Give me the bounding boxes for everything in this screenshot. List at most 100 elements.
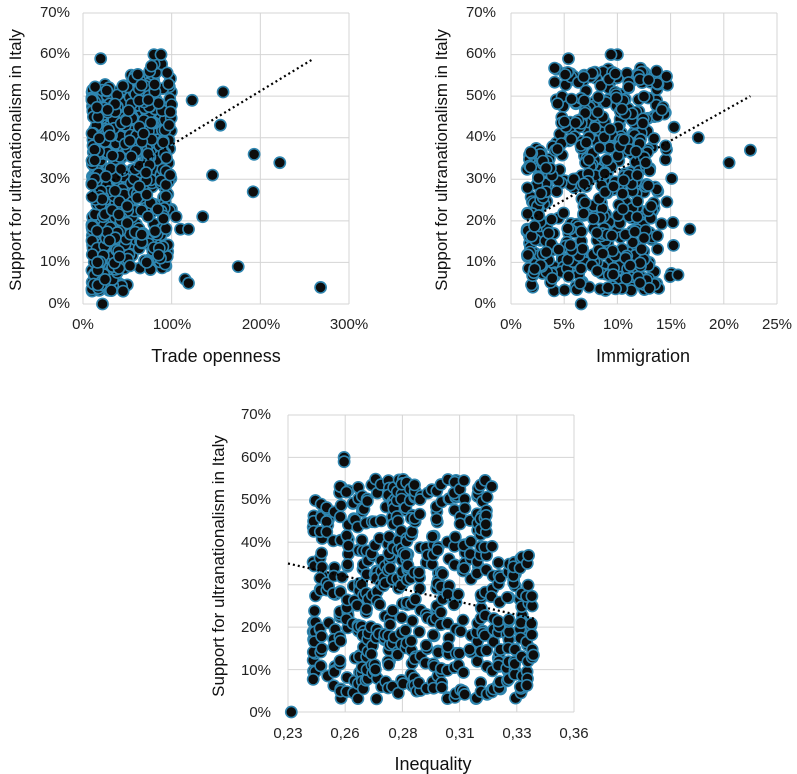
data-point [528,219,541,233]
data-point [582,153,596,167]
data-point [480,643,494,657]
data-point [456,613,470,627]
data-point [667,238,680,252]
y-axis-title: Support for ultranationalism in Italy [209,435,228,697]
data-point [315,642,329,655]
data-point [683,222,697,236]
data-point [607,179,620,193]
data-point [575,225,588,238]
data-point [370,692,383,706]
data-points [284,450,540,719]
chart-inequality: 0% 10% 20% 30% 40% 50% 60% 70% 0,23 0,26… [209,406,589,774]
data-point [606,268,620,281]
data-point [113,250,126,264]
data-point [588,121,602,134]
data-point [148,78,161,91]
data-point [95,192,109,206]
data-point [578,196,592,209]
data-point [408,478,421,492]
data-point [558,283,571,297]
y-tick-label: 30% [241,576,271,593]
data-point [114,162,128,176]
y-tick-label: 50% [466,87,496,104]
data-point [528,262,541,276]
data-point [641,179,655,192]
data-point [435,681,449,694]
data-point [558,68,572,81]
data-point [574,297,588,311]
y-tick-label: 60% [40,45,70,62]
data-point [386,604,399,617]
data-point [651,229,664,243]
data-point [630,210,644,224]
x-tick-label: 0% [500,316,522,333]
data-point [308,604,321,618]
data-point [521,181,534,195]
data-point [524,160,538,174]
data-point [383,618,397,631]
data-point [373,598,387,611]
data-point [603,122,617,136]
data-point [598,167,612,180]
x-tick-label: 100% [153,316,191,333]
y-tick-label: 40% [40,128,70,145]
data-point [137,127,150,140]
data-point [636,116,650,130]
data-point [100,84,114,97]
y-tick-labels: 0% 10% 20% 30% 40% 50% 60% 70% [241,406,271,721]
data-points [520,48,757,311]
data-point [491,614,505,628]
data-point [458,688,472,701]
data-point [550,185,564,198]
data-point [551,97,564,111]
data-point [139,166,153,179]
data-point [665,172,679,185]
data-point [374,514,388,528]
x-tick-label: 0,23 [273,725,302,742]
data-point [335,570,349,584]
data-point [633,276,647,290]
data-point [534,186,548,200]
data-point [90,224,104,238]
data-point [502,613,516,627]
data-point [545,213,558,226]
x-tick-label: 0,31 [445,725,474,742]
data-point [399,548,412,562]
data-point [579,136,593,149]
data-point [485,480,499,493]
data-point [320,525,334,539]
data-point [145,59,158,73]
chart-immigration: 0% 10% 20% 30% 40% 50% 60% 70% 0% 5% 10%… [432,4,792,366]
data-point [134,78,148,92]
data-point [525,589,539,603]
data-point [666,216,680,229]
data-point [419,638,433,652]
x-axis-title: Trade openness [151,346,280,366]
data-point [152,248,165,262]
data-point [622,80,635,94]
data-point [480,490,494,504]
data-point [454,624,468,638]
data-point [457,474,471,488]
data-point [412,625,426,639]
y-tick-label: 70% [40,4,70,21]
y-tick-labels: 0% 10% 20% 30% 40% 50% 60% 70% [466,4,496,312]
data-point [609,67,622,80]
data-point [382,658,396,672]
data-point [601,281,615,294]
data-point [315,546,328,560]
x-tick-label: 0% [72,316,94,333]
data-point [431,543,444,557]
data-point [364,647,378,661]
data-point [596,247,610,261]
data-point [617,133,631,147]
data-point [106,149,119,163]
data-point [617,173,630,187]
data-point [478,629,492,642]
data-point [605,229,619,242]
data-point [306,672,320,686]
data-point [430,512,443,526]
data-point [341,558,354,571]
data-point [360,494,374,508]
